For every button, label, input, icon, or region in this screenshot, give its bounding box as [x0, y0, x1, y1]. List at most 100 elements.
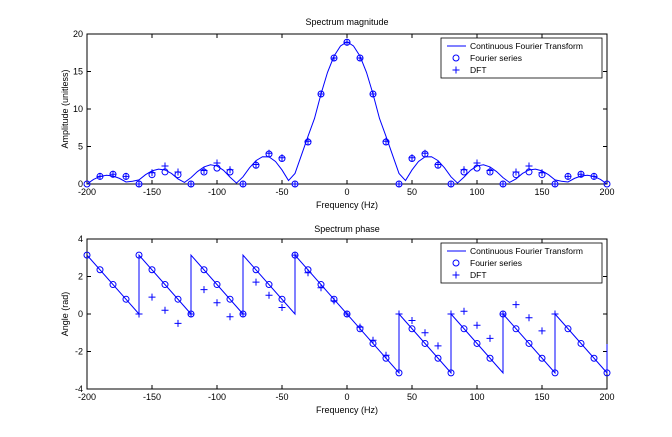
y-tick-label: 4 [78, 234, 83, 244]
x-axis-ticks: -200 -150 -100 -50 0 50 100 150 200 [78, 239, 615, 402]
legend-entry: DFT [470, 65, 487, 75]
dft-point [135, 180, 143, 188]
x-tick-label: 200 [599, 187, 614, 197]
dft-point [330, 297, 338, 305]
dft-point [213, 299, 221, 307]
x-axis-label: Frequency (Hz) [316, 405, 378, 415]
series-layer [83, 38, 611, 188]
legend-box [440, 242, 603, 284]
fourier-series-point [551, 369, 559, 377]
fourier-series-point [135, 251, 143, 259]
y-tick-label: -2 [75, 347, 83, 357]
dft-point [538, 327, 546, 335]
dft-point [486, 334, 494, 342]
dft-point [551, 310, 559, 318]
x-tick-label: 150 [534, 392, 549, 402]
legend-plus-swatch [452, 66, 460, 74]
x-tick-label: -50 [275, 392, 288, 402]
dft-point [499, 180, 507, 188]
dft-point [590, 172, 598, 180]
fourier-series-point [83, 251, 91, 259]
y-axis-ticks: -4 -2 0 2 4 [75, 234, 607, 394]
x-axis-ticks: -200 -150 -100 -50 0 50 100 150 200 [78, 34, 615, 197]
fourier-series-point [161, 281, 169, 289]
dft-point [538, 169, 546, 177]
x-tick-label: -200 [78, 392, 96, 402]
dft-point [408, 317, 416, 325]
dft-point [278, 303, 286, 311]
x-tick-label: -50 [275, 187, 288, 197]
dft-point [408, 154, 416, 162]
y-tick-label: -4 [75, 384, 83, 394]
legend: Continuous Fourier Transform Fourier ser… [440, 37, 603, 79]
fourier-series-point [174, 295, 182, 303]
dft-point [291, 180, 299, 188]
fourier-series-point [603, 180, 611, 188]
dft-point [421, 329, 429, 337]
dft-point [317, 284, 325, 292]
y-tick-label: 0 [78, 309, 83, 319]
y-axis-label: Amplitude (unitless) [60, 69, 70, 148]
x-tick-label: 0 [344, 392, 349, 402]
y-axis-label: Angle (rad) [60, 292, 70, 337]
x-tick-label: 100 [469, 187, 484, 197]
dft-point [499, 310, 507, 318]
x-tick-label: -100 [208, 187, 226, 197]
dft-point [395, 310, 403, 318]
dft-point [317, 90, 325, 98]
dft-point [486, 167, 494, 174]
fourier-series-point [96, 266, 104, 274]
dft-point [512, 301, 520, 309]
fourier-series-point [577, 339, 585, 347]
fourier-series-point [460, 325, 468, 333]
dft-point [343, 310, 351, 318]
x-tick-label: -100 [208, 392, 226, 402]
dft-point [551, 180, 559, 188]
fourier-series-point [148, 266, 156, 274]
dft-point [174, 168, 182, 176]
dft-point [265, 291, 273, 299]
legend-entry: Continuous Fourier Transform [470, 41, 583, 51]
y-tick-label: 10 [73, 104, 83, 114]
x-tick-label: 50 [407, 392, 417, 402]
x-tick-label: 100 [469, 392, 484, 402]
dft-point [200, 167, 208, 174]
dft-point [161, 162, 169, 170]
dft-point [434, 161, 442, 168]
dft-point [343, 38, 351, 46]
dft-point [148, 293, 156, 301]
fourier-series-point [603, 369, 611, 377]
dft-point [460, 307, 468, 315]
dft-point [174, 319, 182, 327]
x-tick-label: 150 [534, 187, 549, 197]
dft-point [434, 342, 442, 350]
x-tick-label: 50 [407, 187, 417, 197]
chart-title: Spectrum magnitude [305, 17, 388, 27]
fourier-series-point [590, 354, 598, 362]
dft-point [278, 154, 286, 162]
dft-point [330, 54, 338, 62]
dft-point [226, 166, 234, 174]
fourier-series-point [109, 281, 117, 289]
legend-circle-swatch [452, 259, 460, 267]
fourier-series-point [473, 339, 481, 347]
x-axis-label: Frequency (Hz) [316, 200, 378, 210]
dft-point [213, 159, 221, 167]
legend-circle-swatch [452, 54, 460, 62]
dft-point [369, 90, 377, 98]
x-tick-label: -200 [78, 187, 96, 197]
dft-point [304, 269, 312, 277]
dft-point [122, 172, 130, 180]
x-tick-label: 200 [599, 392, 614, 402]
legend-entry: Fourier series [470, 53, 522, 63]
dft-point [252, 278, 260, 286]
fourier-series-point [512, 325, 520, 333]
dft-point [512, 168, 520, 176]
dft-point [473, 159, 481, 167]
fourier-series-point [122, 295, 130, 303]
fourier-series-point [200, 266, 208, 274]
dft-point [161, 306, 169, 314]
dft-point [525, 314, 533, 322]
y-tick-label: 20 [73, 29, 83, 39]
